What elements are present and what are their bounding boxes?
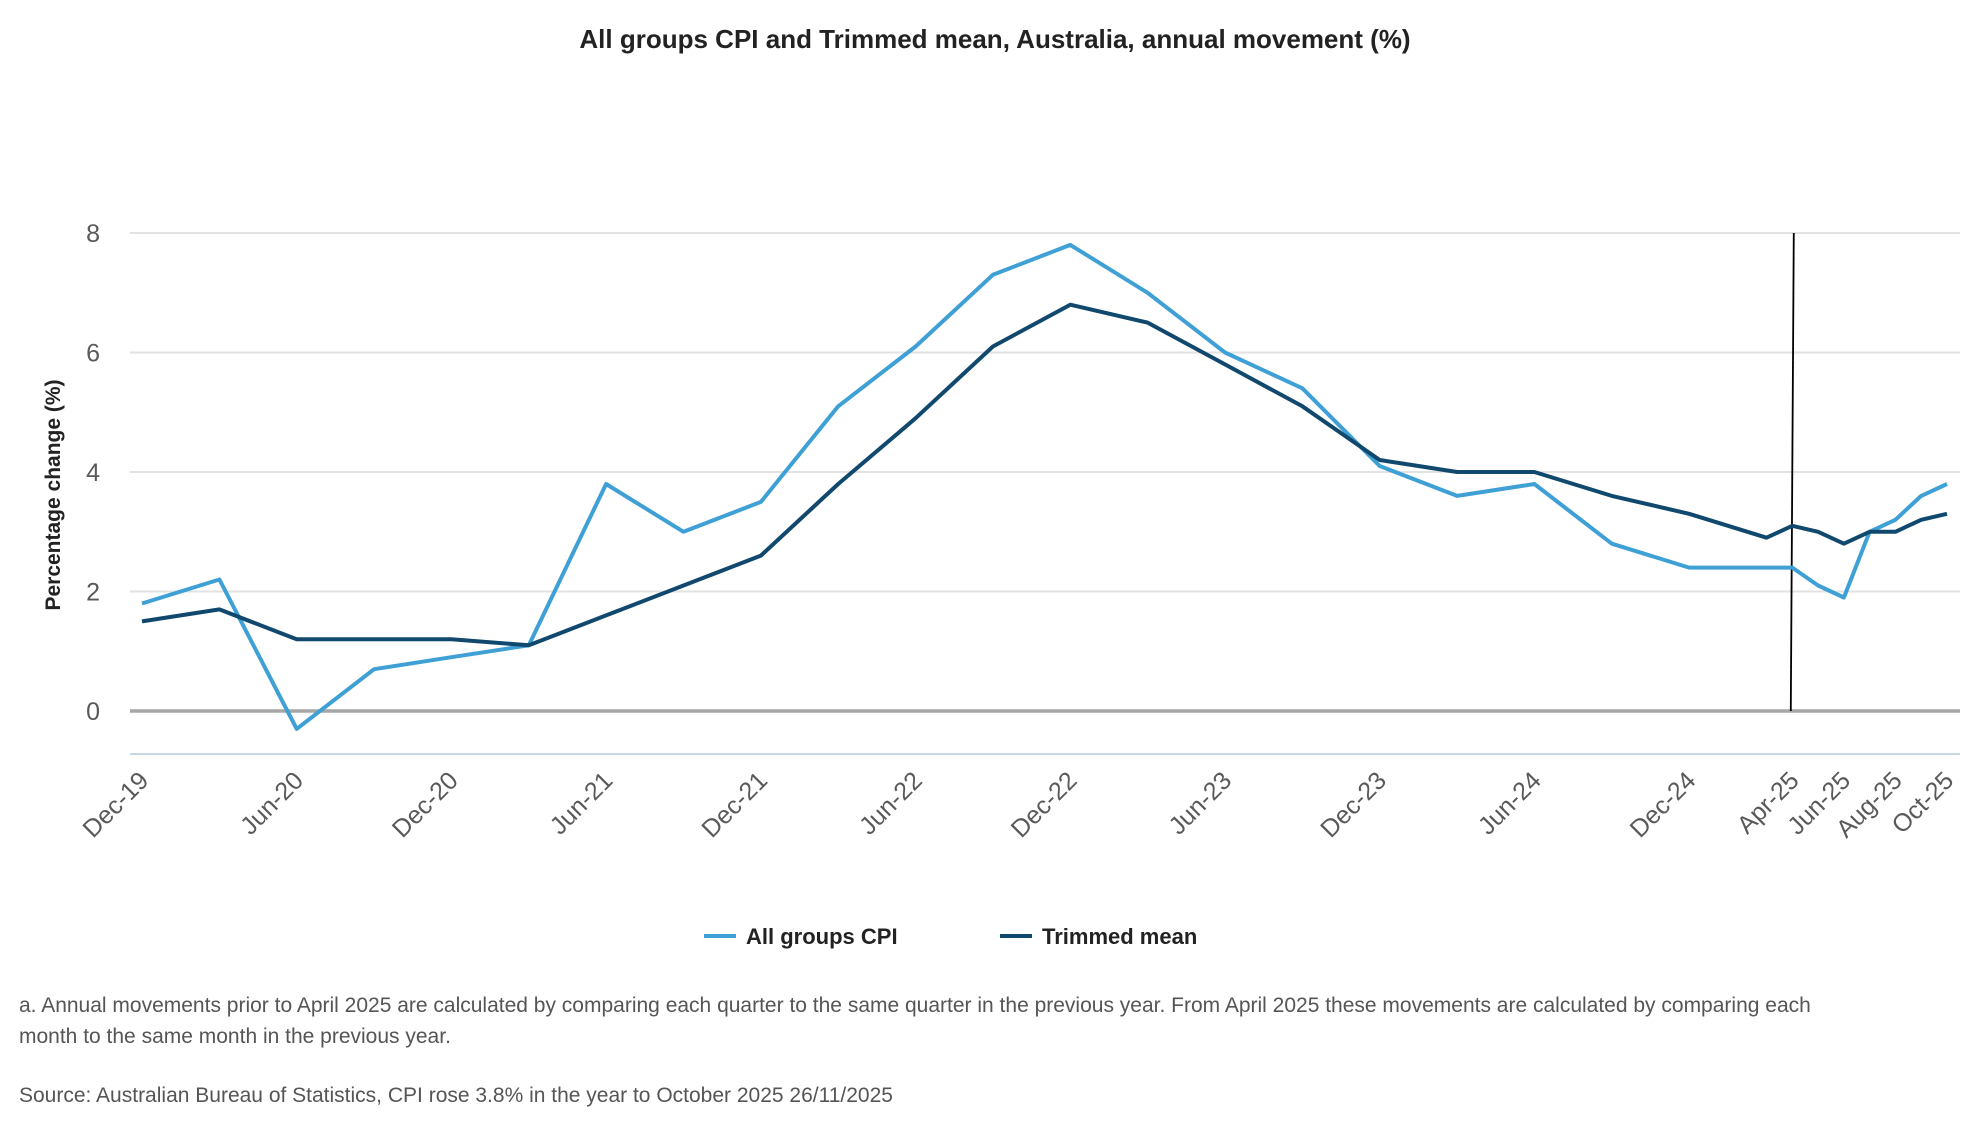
y-axis-label: Percentage change (%) xyxy=(42,379,65,610)
y-tick-label: 4 xyxy=(86,459,100,487)
legend-label-cpi: All groups CPI xyxy=(746,924,898,949)
chart-title: All groups CPI and Trimmed mean, Austral… xyxy=(579,24,1410,54)
legend-label-trimmed-mean: Trimmed mean xyxy=(1042,924,1197,949)
reference-line-apr-25 xyxy=(1789,232,1795,712)
legend-swatch-cpi xyxy=(704,934,736,938)
series-line-trimmed-mean xyxy=(141,302,1948,648)
legend-swatch-trimmed-mean xyxy=(1000,934,1032,938)
x-tick-label: Jun-22 xyxy=(854,766,928,840)
x-tick-label: Dec-23 xyxy=(1315,766,1392,843)
x-tick-label: Dec-19 xyxy=(77,766,154,843)
x-tick-label: Jun-24 xyxy=(1473,766,1547,840)
x-tick-label: Jun-23 xyxy=(1163,766,1237,840)
y-tick-label: 0 xyxy=(86,698,100,726)
x-tick-label: Jun-21 xyxy=(545,766,619,840)
source-note: Source: Australian Bureau of Statistics,… xyxy=(19,1084,893,1107)
x-tick-label: Jun-20 xyxy=(235,766,309,840)
x-tick-label: Dec-21 xyxy=(696,766,773,843)
y-tick-label: 6 xyxy=(86,340,100,368)
x-tick-label: Dec-20 xyxy=(387,766,464,843)
y-tick-label: 8 xyxy=(86,220,100,248)
y-tick-label: 2 xyxy=(86,579,100,607)
footnote: a. Annual movements prior to April 2025 … xyxy=(19,994,1811,1048)
x-tick-label: Dec-22 xyxy=(1006,766,1083,843)
legend: All groups CPI Trimmed mean xyxy=(704,924,1197,949)
x-tick-label: Dec-24 xyxy=(1625,766,1702,843)
